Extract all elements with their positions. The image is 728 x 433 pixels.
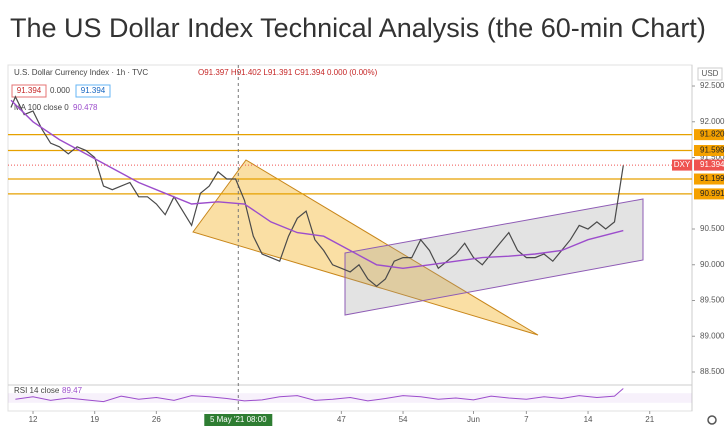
x-tick-label: 21 — [645, 415, 654, 424]
last-price-label: 91.394 — [700, 160, 725, 169]
level-box — [694, 129, 724, 141]
crosshair-label: 5 May '21 08:00 — [210, 415, 267, 424]
price-line — [10, 95, 624, 287]
symbol-label: DXY — [674, 160, 691, 169]
y-tick-label: 88.500 — [700, 367, 725, 376]
y-tick-label: 91.500 — [700, 153, 725, 162]
level-label: 91.199 — [700, 174, 725, 183]
y-tick-label: 90.500 — [700, 224, 725, 233]
x-tick-label: 7 — [524, 415, 529, 424]
x-tick-label: 12 — [29, 415, 38, 424]
symbol-box — [672, 159, 692, 171]
spread: 0.000 — [50, 86, 71, 95]
level-label: 91.820 — [700, 130, 725, 139]
last-price-box — [694, 159, 724, 171]
y-tick-label: 92.000 — [700, 117, 725, 126]
level-label: 91.598 — [700, 146, 725, 155]
y-tick-label: 89.500 — [700, 296, 725, 305]
buy-box[interactable] — [75, 84, 111, 98]
x-tick-label: 26 — [152, 415, 161, 424]
buy-price: 91.394 — [81, 86, 106, 95]
settings-icon[interactable] — [707, 415, 717, 425]
ma-value: 90.478 — [73, 103, 98, 112]
ohlc: O91.397 H91.402 L91.391 C91.394 0.000 (0… — [198, 68, 378, 77]
currency-box[interactable] — [697, 67, 723, 81]
currency: USD — [702, 69, 719, 78]
level-box — [694, 173, 724, 185]
level-box — [694, 145, 724, 157]
legend-title: U.S. Dollar Currency Index · 1h · TVC — [14, 68, 148, 77]
sell-box[interactable] — [11, 84, 47, 98]
rsi-value: 89.47 — [62, 386, 83, 395]
x-tick-label: 54 — [399, 415, 408, 424]
chart-title: The US Dollar Index Technical Analysis (… — [10, 13, 706, 43]
rsi-label: RSI 14 close — [14, 386, 60, 395]
falling-wedge — [192, 159, 539, 336]
level-label: 90.991 — [700, 189, 725, 198]
moving-average — [10, 99, 624, 270]
y-tick-label: 89.000 — [700, 331, 725, 340]
x-tick-label: 47 — [337, 415, 346, 424]
x-tick-label: 19 — [90, 415, 99, 424]
level-box — [694, 188, 724, 200]
rsi-line — [15, 388, 624, 403]
y-tick-label: 92.500 — [700, 81, 725, 90]
crosshair-box — [204, 414, 273, 426]
x-tick-label: 14 — [584, 415, 593, 424]
sell-price: 91.394 — [17, 86, 42, 95]
y-tick-label: 90.000 — [700, 260, 725, 269]
ma-label: MA 100 close 0 — [14, 103, 69, 112]
x-tick-label: Jun — [467, 415, 480, 424]
